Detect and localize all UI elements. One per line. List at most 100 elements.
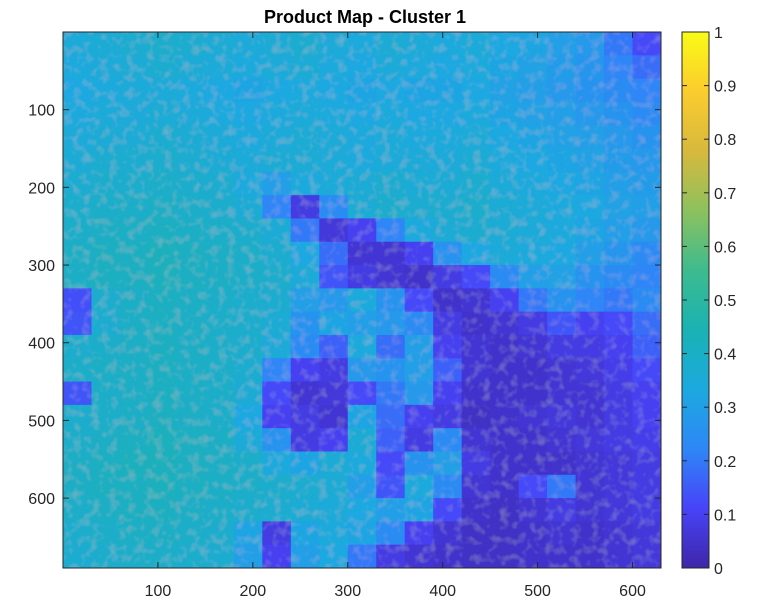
x-tick-label: 300 [334,583,361,600]
heatmap-cell [262,125,292,150]
heatmap-cell [63,241,93,266]
heatmap-cell [376,544,406,568]
heatmap-cell [490,311,520,336]
heatmap-cell [461,171,491,196]
heatmap-cell [433,195,463,220]
heatmap-cell [63,78,93,103]
heatmap-cell [319,218,349,243]
heatmap-cell [632,544,661,568]
heatmap-cell [91,195,121,220]
heatmap-cell [461,32,491,56]
heatmap-cell [376,265,406,289]
heatmap-cell [233,521,263,546]
heatmap-cell [119,195,150,220]
heatmap-cell [518,358,548,383]
heatmap-cell [632,521,661,546]
heatmap-cell [205,358,235,383]
heatmap-cell [176,148,206,173]
heatmap-cell [319,265,349,289]
heatmap-cell [63,498,93,522]
colorbar-tick-label: 0.8 [714,132,736,149]
heatmap-cell [433,358,463,383]
heatmap-cell [148,218,178,243]
heatmap-cells [63,32,661,568]
heatmap-cell [518,101,548,126]
heatmap-cell [148,78,178,103]
heatmap-cell [490,428,520,453]
heatmap-cell [433,288,463,313]
heatmap-cell [290,474,320,499]
heatmap-cell [119,428,150,453]
heatmap-cell [547,125,577,150]
heatmap-cell [347,171,377,196]
heatmap-cell [632,241,661,266]
heatmap-cell [433,125,463,150]
chart-title: Product Map - Cluster 1 [264,7,466,27]
heatmap-cell [490,265,520,289]
heatmap-cell [119,404,150,429]
heatmap-cell [148,32,178,56]
heatmap-cell [575,381,605,406]
heatmap-cell [547,241,577,266]
colorbar-tick-label: 0.4 [714,347,736,364]
heatmap-cell [547,381,577,406]
heatmap-cell [119,101,150,126]
colorbar-tick-label: 0 [714,561,723,578]
heatmap-cell [205,55,235,80]
heatmap-cell [119,125,150,150]
heatmap-cell [205,451,235,476]
heatmap-cell [319,544,349,568]
heatmap-cell [376,195,406,220]
heatmap-cell [490,334,520,359]
heatmap-cell [176,78,206,103]
heatmap-cell [319,498,349,522]
heatmap-cell [176,474,206,499]
heatmap-cell [461,125,491,150]
heatmap-cell [262,451,292,476]
heatmap-cell [63,101,93,126]
heatmap-cell [91,265,121,289]
heatmap-cell [404,358,434,383]
heatmap-cell [461,544,491,568]
heatmap-cell [518,148,548,173]
heatmap-cell [376,101,406,126]
heatmap-cell [63,171,93,196]
heatmap-cell [290,334,320,359]
heatmap-cell [205,381,235,406]
heatmap-cell [547,358,577,383]
heatmap-cell [632,78,661,103]
heatmap-cell [518,334,548,359]
heatmap-cell [319,428,349,453]
y-tick-label: 500 [28,413,55,430]
heatmap-cell [176,334,206,359]
heatmap-cell [632,125,661,150]
heatmap-cell [119,451,150,476]
heatmap-cell [404,381,434,406]
heatmap-cell [604,358,634,383]
heatmap-cell [262,288,292,313]
heatmap-cell [63,521,93,546]
heatmap-cell [91,101,121,126]
heatmap-cell [575,451,605,476]
heatmap-cell [575,171,605,196]
heatmap-cell [347,404,377,429]
heatmap-cell [632,358,661,383]
heatmap-cell [547,521,577,546]
heatmap-cell [290,218,320,243]
heatmap-cell [433,101,463,126]
heatmap-cell [63,334,93,359]
heatmap-cell [433,451,463,476]
heatmap-cell [176,55,206,80]
heatmap-cell [604,265,634,289]
heatmap-cell [575,101,605,126]
heatmap-cell [632,32,661,56]
x-tick-label: 500 [524,583,551,600]
heatmap-cell [91,358,121,383]
heatmap-cell [632,171,661,196]
heatmap-cell [319,451,349,476]
heatmap-cell [319,358,349,383]
heatmap-cell [119,474,150,499]
heatmap-cell [233,358,263,383]
heatmap-cell [433,334,463,359]
heatmap-cell [575,218,605,243]
